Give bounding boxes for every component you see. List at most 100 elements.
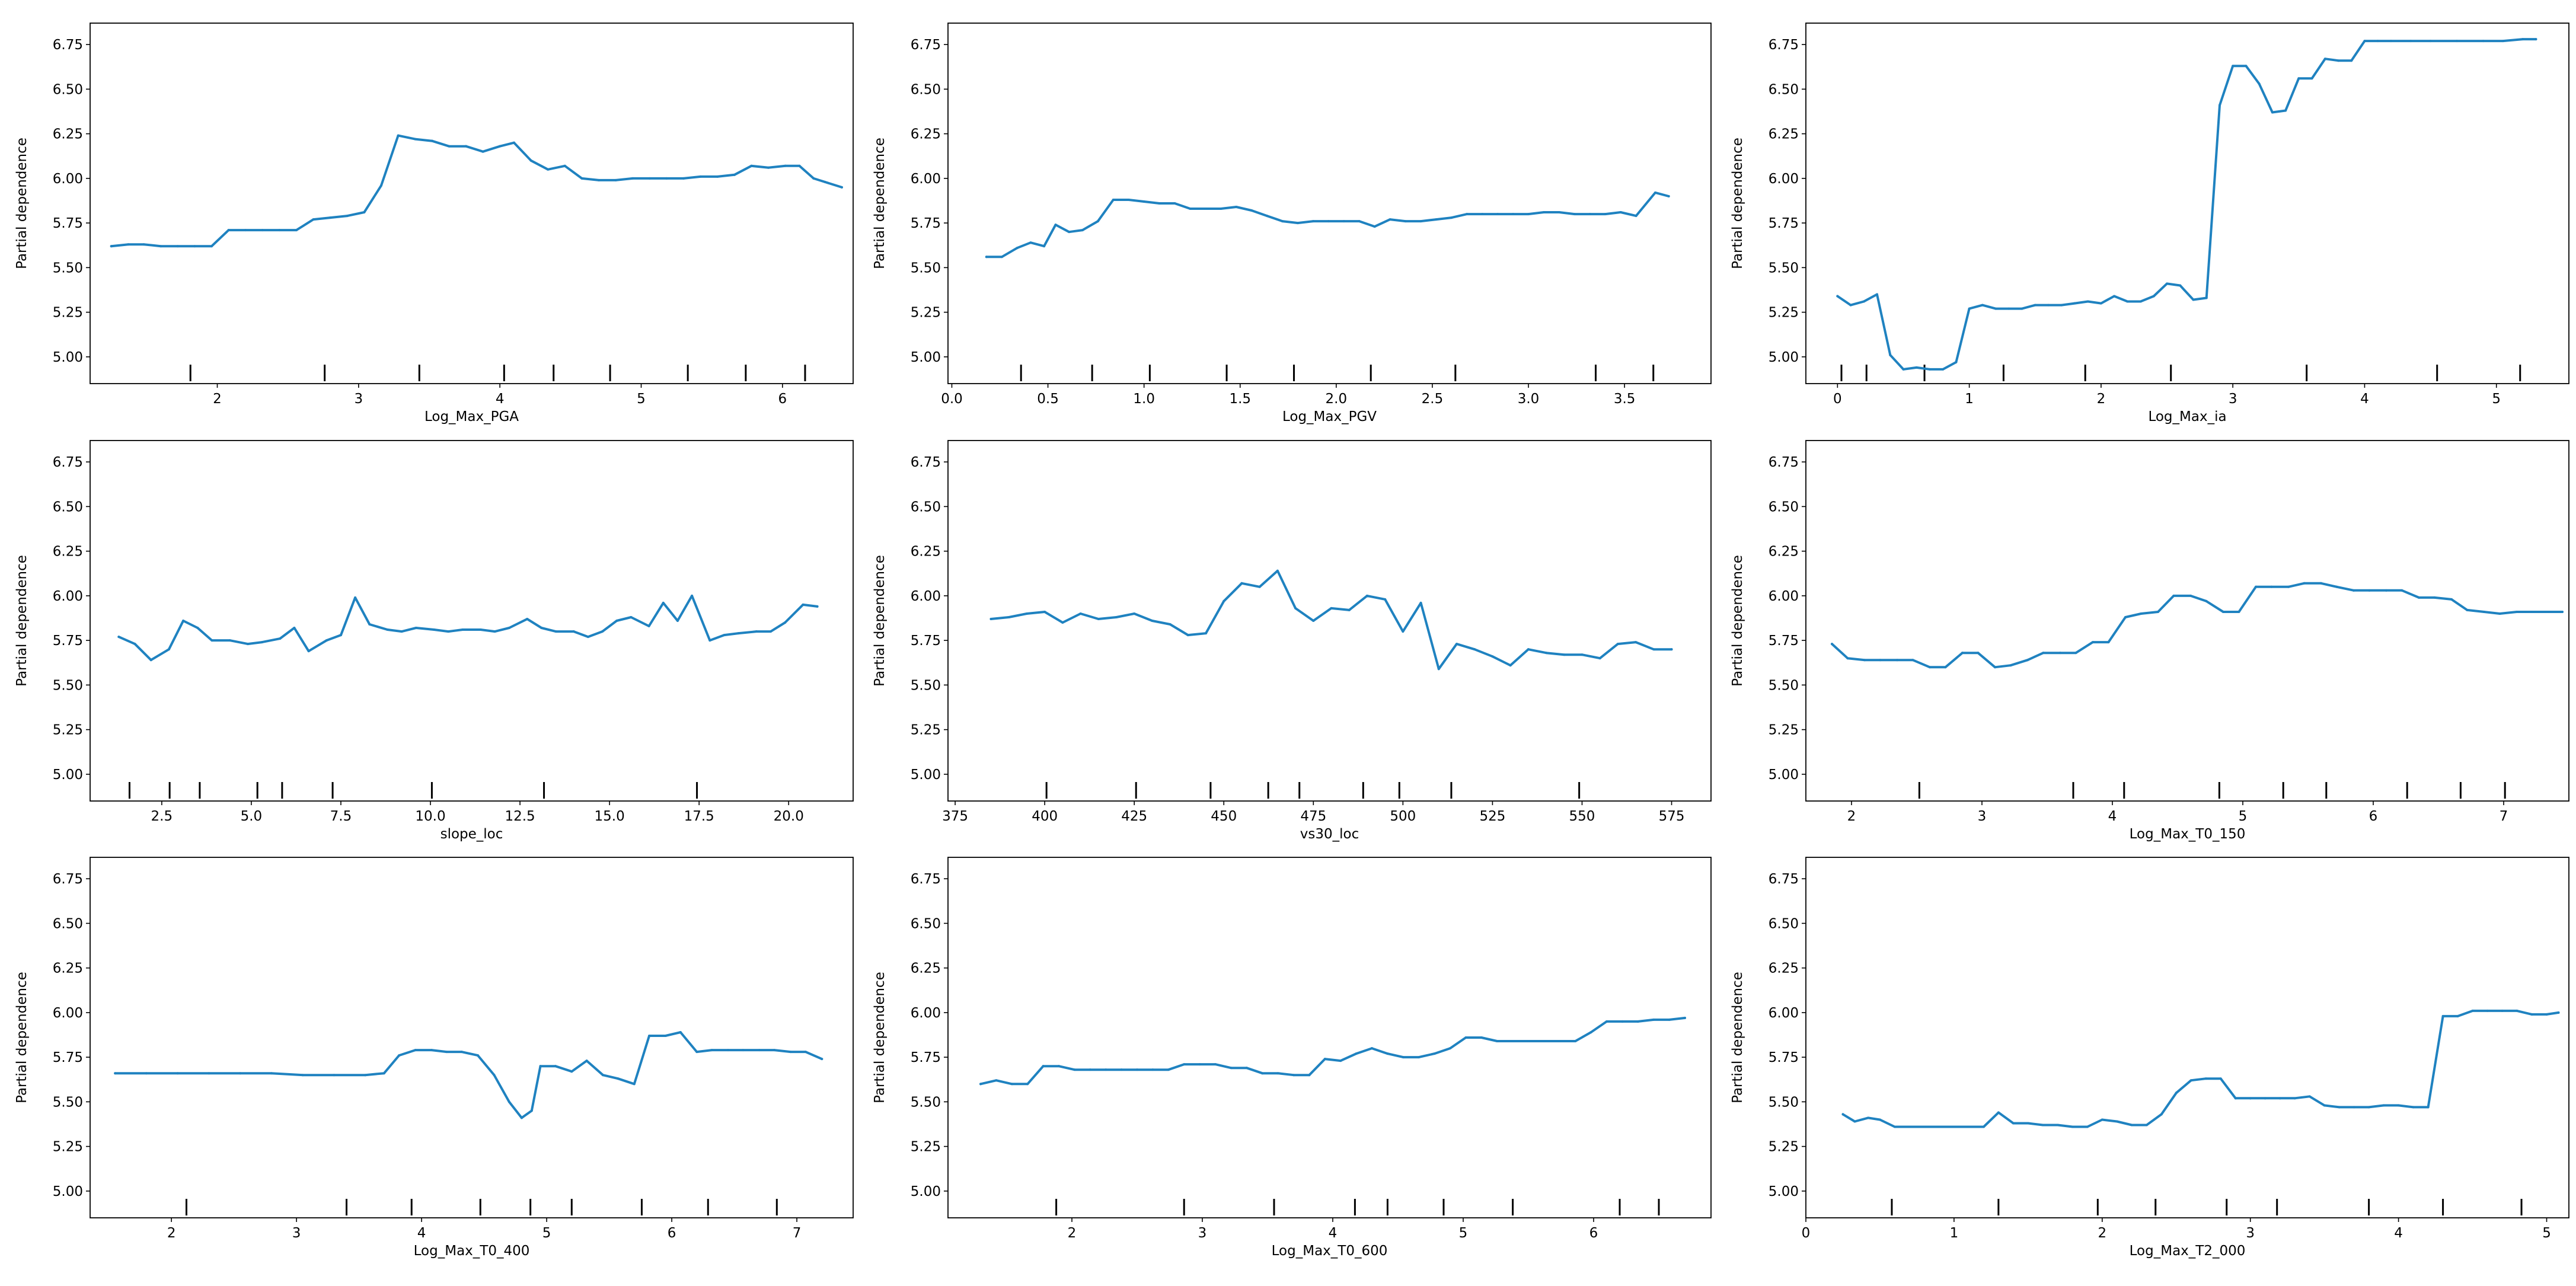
x-tick-label: 3 <box>1198 1226 1207 1241</box>
pdp-point <box>1496 213 1499 216</box>
pdp-point <box>1437 668 1440 671</box>
pdp-point <box>1204 208 1207 210</box>
pdp-point <box>2450 598 2453 601</box>
pdp-point <box>1902 368 1905 371</box>
pdp-point <box>1589 1030 1592 1033</box>
pdp-panel-9: 5.00 5.25 5.50 5.75 6.00 6.25 6.50 6.75 0 1 2 3 4 5 Lo… <box>1730 857 2569 1259</box>
pdp-point <box>1455 643 1458 646</box>
pdp-panel-2: 5.00 5.25 5.50 5.75 6.00 6.25 6.50 6.75 0.0 0.5 1.… <box>872 23 1712 425</box>
pdp-point <box>1997 1111 2000 1114</box>
pdp-point <box>1151 620 1154 622</box>
pdp-point <box>110 245 113 248</box>
pdp-point <box>647 625 650 628</box>
pdp-point <box>563 164 566 167</box>
pdp-point <box>1245 1067 1248 1070</box>
pdp-point <box>382 1072 385 1075</box>
x-tick-label: 5 <box>2542 1226 2551 1241</box>
pdp-point <box>2126 300 2129 303</box>
y-tick-label: 6.75 <box>1769 37 1799 53</box>
pdp-point <box>2548 610 2551 613</box>
pdp-point <box>145 1072 148 1075</box>
pdp-point <box>750 164 753 167</box>
pdp-point <box>2189 594 2192 597</box>
pdp-point <box>1849 304 1852 307</box>
pdp-point <box>261 229 264 232</box>
pdp-point <box>823 180 826 183</box>
y-tick-label: 5.25 <box>53 723 83 738</box>
pdp-point <box>2139 300 2142 303</box>
pdp-point <box>1010 1083 1013 1086</box>
pdp-point <box>2107 641 2110 644</box>
pdp-point <box>2160 1113 2163 1116</box>
pdp-point <box>142 243 145 246</box>
pdp-point <box>1846 657 1849 660</box>
pdp-point <box>580 177 583 180</box>
pdp-point <box>2152 295 2155 298</box>
pdp-point <box>758 1049 761 1052</box>
pdp-point <box>1481 213 1484 216</box>
y-tick-label: 6.25 <box>53 127 83 142</box>
y-tick-label: 5.50 <box>1769 678 1799 693</box>
pdp-point <box>598 178 600 181</box>
x-tick-label: 2 <box>2097 391 2106 407</box>
pdp-point <box>228 639 231 642</box>
pdp-point <box>529 159 532 162</box>
pdp-point <box>325 639 328 642</box>
pdp-point <box>414 627 417 630</box>
pdp-point <box>554 630 557 633</box>
pdp-point <box>526 617 529 620</box>
pdp-point <box>133 643 136 646</box>
pdp-point <box>1355 1052 1358 1055</box>
pdp-point <box>723 634 726 637</box>
pdp-point <box>295 229 298 232</box>
plot-frame <box>1805 857 2569 1218</box>
pdp-point <box>1297 222 1300 225</box>
y-tick-label: 5.75 <box>911 633 941 649</box>
pdp-panel-8: 5.00 5.25 5.50 5.75 6.00 6.25 6.50 6.75 2 3 4 5 6 Log… <box>872 857 1712 1259</box>
plot-frame <box>1805 23 2569 384</box>
y-tick-label: 6.00 <box>911 589 941 604</box>
pdp-point <box>2092 641 2094 644</box>
pdp-point <box>1937 1125 1940 1128</box>
pdp-point <box>2297 77 2300 80</box>
plot-frame <box>90 440 854 802</box>
pdp-point <box>1158 202 1161 205</box>
pdp-point <box>414 1049 417 1052</box>
pdp-point <box>2237 610 2240 613</box>
pdp-point <box>1133 612 1136 615</box>
x-tick-label: 400 <box>1032 809 1058 824</box>
pdp-point <box>2320 582 2322 585</box>
pdp-point <box>733 173 736 176</box>
y-tick-label: 5.75 <box>911 216 941 231</box>
pdp-point <box>1173 202 1176 205</box>
x-tick-label: 1 <box>1965 391 1974 407</box>
pdp-point <box>2350 59 2353 62</box>
pdp-point <box>239 1072 242 1075</box>
y-axis-label: Partial dependence <box>14 972 30 1103</box>
pdp-point <box>1419 601 1422 604</box>
pdp-point <box>784 164 787 167</box>
y-tick-label: 5.00 <box>53 767 83 783</box>
pdp-point <box>1977 652 1980 655</box>
pdp-point <box>1079 612 1082 615</box>
pdp-point <box>1670 648 1673 651</box>
x-tick-label: 3 <box>2246 1226 2255 1241</box>
pdp-point <box>1266 215 1269 218</box>
y-tick-label: 5.50 <box>53 260 83 276</box>
y-tick-label: 6.00 <box>1769 1006 1799 1021</box>
pdp-point <box>1879 659 1882 662</box>
x-tick-label: 5 <box>542 1226 551 1241</box>
pdp-point <box>789 1051 792 1054</box>
pdp-point <box>261 641 264 644</box>
x-tick-label: 0 <box>1833 391 1842 407</box>
x-tick-label: 525 <box>1479 809 1505 824</box>
x-tick-label: 7 <box>793 1226 802 1241</box>
pdp-point <box>2376 40 2379 43</box>
y-tick-label: 5.75 <box>1769 216 1799 231</box>
pdp-point <box>2501 1009 2504 1012</box>
pdp-point <box>2179 284 2182 287</box>
pdp-point <box>1896 659 1898 662</box>
pdp-point <box>1605 1020 1608 1023</box>
pdp-point <box>630 615 633 618</box>
x-tick-label: 4 <box>496 391 505 407</box>
